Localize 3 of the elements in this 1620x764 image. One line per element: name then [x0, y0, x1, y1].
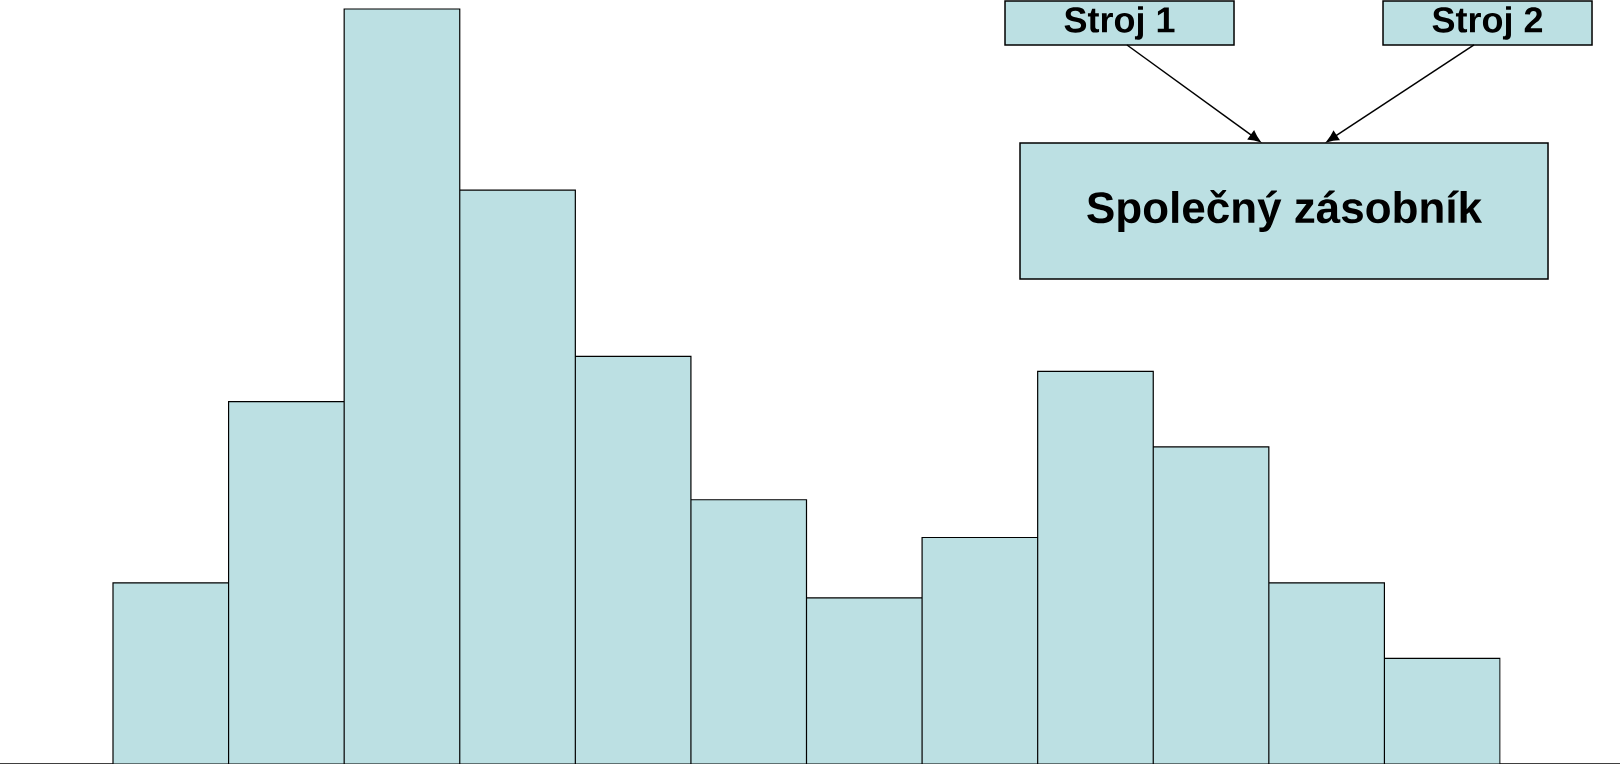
annotation: Stroj 2 — [1432, 6, 1543, 40]
annotation: Společný zásobník — [1087, 190, 1483, 232]
annotation: Stroj 1 — [1064, 6, 1175, 40]
